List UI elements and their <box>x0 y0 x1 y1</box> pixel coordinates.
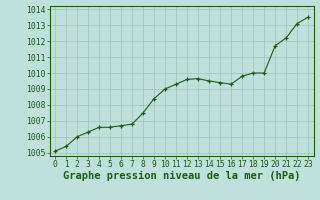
X-axis label: Graphe pression niveau de la mer (hPa): Graphe pression niveau de la mer (hPa) <box>63 171 300 181</box>
